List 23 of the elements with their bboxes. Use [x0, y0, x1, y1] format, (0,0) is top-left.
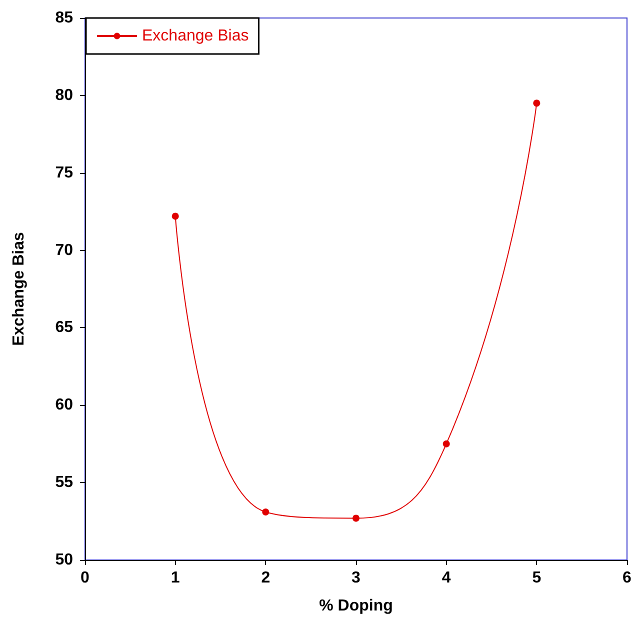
- x-tick-label: 3: [352, 570, 361, 586]
- y-tick-label: 80: [55, 86, 74, 104]
- point: [262, 508, 270, 516]
- x-axis-title: % Doping: [319, 598, 393, 614]
- point: [533, 100, 540, 107]
- y-tick-label: 70: [55, 242, 74, 259]
- x-tick-label: 6: [622, 570, 632, 586]
- y-tick-label: 60: [55, 396, 74, 414]
- y-axis-title: Exchange Bias: [10, 232, 28, 346]
- y-tick-label: 55: [55, 474, 74, 492]
- y-tick-label: 85: [55, 10, 74, 26]
- y-tick-label: 75: [55, 164, 74, 182]
- point: [352, 514, 360, 522]
- x-tick-label: 2: [261, 570, 270, 586]
- y-tick-label: 50: [55, 552, 74, 568]
- x-tick-label: 1: [170, 570, 180, 586]
- x-tick-label: 0: [80, 570, 90, 586]
- y-tick-label: 65: [55, 319, 74, 336]
- x-tick-label: 5: [532, 570, 542, 586]
- point: [442, 440, 450, 448]
- x-tick-label: 4: [442, 570, 451, 586]
- legend-label: Exchange Bias: [142, 28, 249, 44]
- point: [172, 212, 179, 220]
